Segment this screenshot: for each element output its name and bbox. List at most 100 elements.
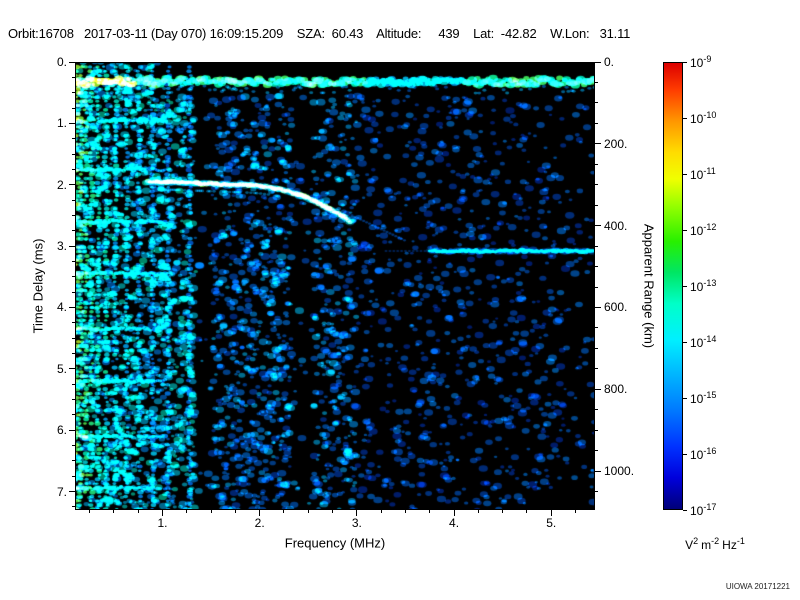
x-tick-label: 2. — [254, 516, 265, 530]
y-tick-mark — [69, 368, 75, 370]
y-minor-tick-mark — [72, 107, 75, 109]
y-minor-tick-mark — [72, 291, 75, 293]
colorbar-tick-label: 10-12 — [690, 222, 717, 238]
range-minor-tick-mark — [595, 429, 598, 431]
x-tick-label: 3. — [351, 516, 362, 530]
range-tick-mark — [595, 388, 601, 390]
colorbar-units-label: V2 m-2 Hz-1 — [655, 536, 775, 552]
colorbar-tick-mark — [683, 453, 687, 455]
y-tick-label: 0. — [56, 55, 67, 69]
range-tick-mark — [595, 306, 601, 308]
colorbar-tick-label: 10-13 — [690, 278, 717, 294]
colorbar-tick-label: 10-10 — [690, 110, 717, 126]
colorbar-tick-mark — [683, 229, 687, 231]
x-minor-tick-mark — [89, 510, 91, 513]
x-minor-tick-mark — [186, 510, 188, 513]
y-minor-tick-mark — [72, 153, 75, 155]
x-minor-tick-mark — [113, 510, 115, 513]
range-minor-tick-mark — [595, 266, 598, 268]
x-minor-tick-mark — [429, 510, 431, 513]
range-minor-tick-mark — [595, 327, 598, 329]
x-tick-label: 5. — [546, 516, 557, 530]
y-tick-mark — [69, 491, 75, 493]
range-tick-mark — [595, 225, 601, 227]
x-tick-label: 4. — [449, 516, 460, 530]
range-tick-label: 200. — [604, 136, 628, 151]
y-tick-mark — [69, 184, 75, 186]
y-minor-tick-mark — [72, 199, 75, 201]
range-tick-label: 400. — [604, 218, 628, 233]
y-tick-label: 1. — [56, 116, 67, 131]
x-tick-mark — [259, 510, 261, 516]
y-tick-mark — [69, 122, 75, 124]
range-tick-mark — [595, 143, 601, 145]
unit-part: Hz-1 — [722, 536, 745, 552]
x-tick-mark — [453, 510, 455, 516]
x-minor-tick-mark — [502, 510, 504, 513]
y-minor-tick-mark — [72, 506, 75, 508]
y-tick-mark — [69, 61, 75, 63]
x-minor-tick-mark — [234, 510, 236, 513]
range-minor-tick-mark — [595, 122, 598, 124]
range-minor-tick-mark — [595, 450, 598, 452]
colorbar-tick-label: 10-14 — [690, 334, 717, 350]
colorbar-tick-label: 10-11 — [690, 166, 716, 182]
y-tick-label: 4. — [56, 300, 67, 315]
colorbar-tick-mark — [683, 397, 687, 399]
range-minor-tick-mark — [595, 81, 598, 83]
range-minor-tick-mark — [595, 409, 598, 411]
y-minor-tick-mark — [72, 383, 75, 385]
x-minor-tick-mark — [332, 510, 334, 513]
y-minor-tick-mark — [72, 353, 75, 354]
x-tick-mark — [356, 510, 358, 516]
colorbar-tick-label: 10-9 — [690, 54, 712, 70]
colorbar — [663, 62, 683, 510]
y-tick-mark — [69, 245, 75, 247]
y-minor-tick-mark — [72, 168, 75, 170]
y-minor-tick-mark — [72, 214, 75, 216]
x-minor-tick-mark — [526, 510, 528, 513]
y-minor-tick-mark — [72, 276, 75, 278]
y-minor-tick-mark — [72, 337, 75, 339]
y-minor-tick-mark — [72, 230, 75, 232]
range-minor-tick-mark — [595, 102, 598, 104]
y-tick-label: 3. — [56, 239, 67, 254]
y-minor-tick-mark — [72, 76, 75, 78]
colorbar-tick-label: 10-17 — [690, 502, 717, 518]
range-minor-tick-mark — [595, 204, 598, 206]
y-tick-label: 7. — [56, 484, 67, 499]
x-minor-tick-mark — [575, 510, 577, 513]
range-minor-tick-mark — [595, 163, 598, 165]
range-minor-tick-mark — [595, 491, 598, 493]
y-minor-tick-mark — [72, 445, 75, 447]
unit-part: m-2 — [701, 536, 720, 552]
colorbar-tick-mark — [683, 61, 687, 63]
range-tick-mark — [595, 470, 601, 472]
watermark: UIOWA 20171221 — [725, 582, 790, 591]
y-tick-mark — [69, 429, 75, 431]
range-minor-tick-mark — [595, 368, 598, 370]
y-minor-tick-mark — [72, 460, 75, 462]
range-minor-tick-mark — [595, 184, 598, 186]
x-axis-title: Frequency (MHz) — [284, 535, 386, 551]
colorbar-tick-label: 10-16 — [690, 446, 717, 462]
colorbar-tick-mark — [683, 285, 687, 287]
x-tick-label: 1. — [157, 516, 168, 530]
x-minor-tick-mark — [380, 510, 382, 513]
range-tick-label: 600. — [604, 300, 628, 315]
colorbar-tick-label: 10-15 — [690, 390, 717, 406]
range-minor-tick-mark — [595, 286, 598, 288]
y-minor-tick-mark — [72, 92, 75, 94]
range-tick-label: 1000. — [604, 464, 635, 479]
colorbar-tick-mark — [683, 341, 687, 343]
x-minor-tick-mark — [477, 510, 479, 513]
unit-part: V2 — [685, 536, 699, 552]
right-axis-title: Apparent Range (km) — [641, 223, 657, 349]
y-minor-tick-mark — [72, 414, 75, 416]
x-minor-tick-mark — [210, 510, 212, 513]
colorbar-tick-mark — [683, 173, 687, 175]
range-tick-label: 0. — [604, 55, 615, 69]
header-orbit-info: Orbit:16708 2017-03-11 (Day 070) 16:09:1… — [8, 26, 631, 41]
x-minor-tick-mark — [137, 510, 139, 513]
